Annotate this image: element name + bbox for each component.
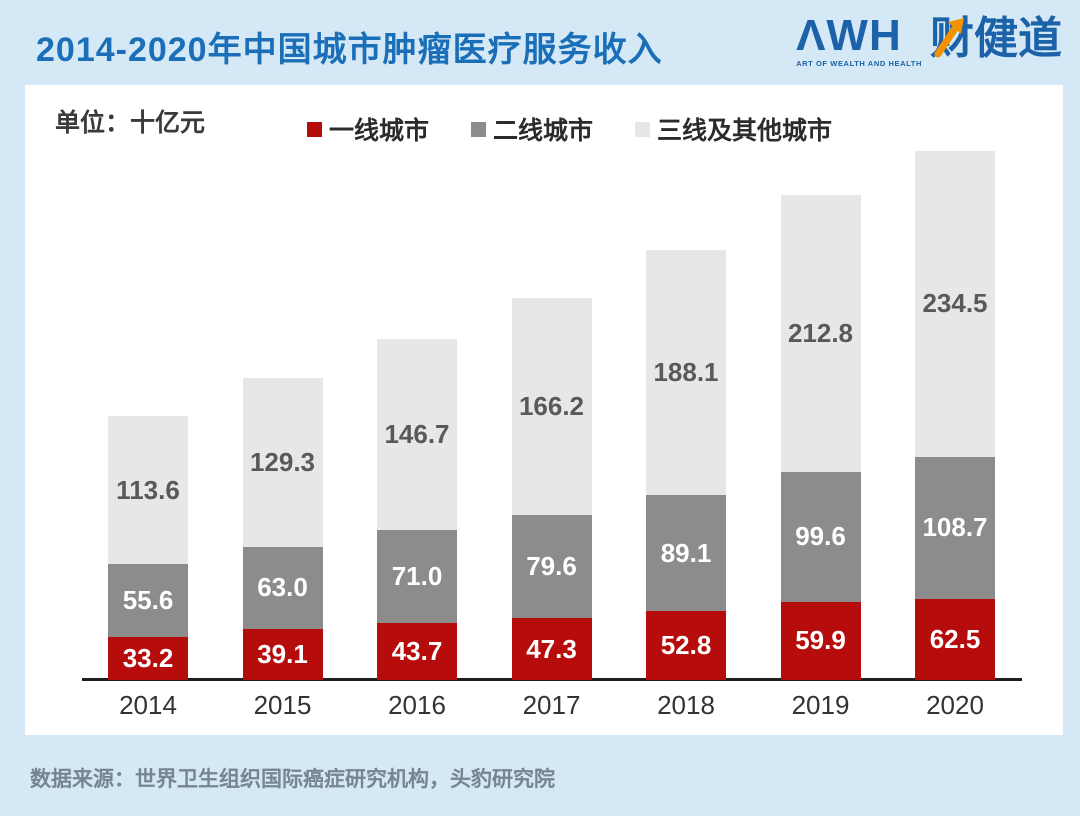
bar-value-label: 52.8	[660, 630, 712, 661]
legend-item: 一线城市	[307, 111, 429, 147]
legend-swatch-icon	[471, 121, 487, 137]
bar-segment: 39.1	[242, 629, 323, 680]
bar-segment: 113.6	[108, 416, 188, 565]
bar-segment: 33.2	[108, 636, 188, 680]
awh-logo: ΛWH ART OF WEALTH AND HEALTH 财健道	[796, 11, 1062, 69]
logo-acronym: ΛWH	[796, 11, 902, 60]
bar-value-label: 43.7	[391, 636, 443, 666]
bar-2019: 59.9 99.6 212.8	[780, 194, 861, 680]
bar-segment: 62.5	[915, 598, 995, 680]
bar-value-label: 234.5	[922, 288, 988, 319]
bar-2018: 52.8 89.1 188.1	[646, 249, 726, 680]
bar-2016: 43.7 71.0 146.7	[377, 339, 457, 680]
x-axis-label: 2019	[791, 690, 850, 720]
x-axis-label: 2015	[253, 690, 312, 720]
bar-value-label: 62.5	[929, 623, 981, 654]
legend-label: 一线城市	[329, 117, 430, 145]
logo-name: 财健道	[930, 14, 1062, 64]
legend-label: 三线及其他城市	[657, 117, 833, 145]
bar-segment: 188.1	[646, 249, 726, 495]
bar-segment: 89.1	[646, 494, 726, 612]
bar-value-label: 39.1	[257, 639, 308, 669]
bar-value-label: 89.1	[660, 537, 712, 568]
legend-swatch-icon	[307, 121, 322, 137]
bar-segment: 55.6	[108, 564, 188, 637]
bar-value-label: 47.3	[526, 633, 577, 664]
bar-value-label: 146.7	[384, 419, 450, 450]
logo-acronym-block: ΛWH ART OF WEALTH AND HEALTH	[796, 11, 922, 69]
bar-value-label: 129.3	[249, 447, 316, 478]
page-title: 2014-2020年中国城市肿瘤医疗服务收入	[36, 31, 663, 69]
bar-2015: 39.1 63.0 129.3	[242, 378, 323, 680]
bar-value-label: 71.0	[391, 561, 443, 592]
bar-value-label: 108.7	[922, 512, 988, 543]
bar-segment: 166.2	[511, 297, 592, 515]
chart-legend: 一线城市 二线城市 三线及其他城市	[307, 111, 832, 147]
legend-swatch-icon	[635, 121, 651, 137]
bar-value-label: 33.2	[122, 642, 174, 673]
bar-value-label: 166.2	[518, 390, 585, 421]
bar-value-label: 79.6	[526, 550, 577, 581]
bar-value-label: 188.1	[653, 356, 719, 387]
bar-segment: 43.7	[377, 623, 457, 680]
data-source-note: 数据来源：世界卫生组织国际癌症研究机构，头豹研究院	[30, 768, 555, 791]
bar-segment: 79.6	[511, 514, 592, 619]
bar-segment: 108.7	[915, 456, 995, 599]
x-axis-label: 2018	[657, 690, 715, 720]
x-axis-label: 2014	[119, 690, 177, 720]
x-axis-label: 2016	[388, 690, 446, 720]
bar-segment: 212.8	[780, 194, 861, 473]
bar-segment: 146.7	[377, 339, 457, 531]
bar-value-label: 55.6	[122, 584, 174, 615]
stacked-bar-chart: 33.2 55.6 113.6 2014 39.1 63.0 129.3 2015 43.7 71…	[25, 85, 1063, 735]
logo-tagline: ART OF WEALTH AND HEALTH	[796, 59, 922, 68]
bar-2017: 47.3 79.6 166.2	[511, 297, 592, 680]
bar-segment: 63.0	[242, 546, 323, 629]
x-axis-label: 2020	[926, 690, 984, 720]
legend-label: 二线城市	[493, 117, 594, 145]
x-axis-label: 2017	[522, 690, 581, 720]
bar-segment: 129.3	[242, 378, 323, 547]
bar-segment: 99.6	[780, 472, 861, 602]
bar-segment: 234.5	[915, 151, 995, 457]
chart-panel: 单位：十亿元 一线城市 二线城市 三线及其他城市 33.2 55.6 113.6 2014…	[25, 85, 1063, 735]
unit-label: 单位：十亿元	[55, 109, 206, 137]
bar-value-label: 99.6	[795, 521, 846, 552]
bar-value-label: 113.6	[116, 474, 180, 505]
bar-segment: 52.8	[646, 611, 726, 680]
bar-2014: 33.2 55.6 113.6	[108, 416, 188, 680]
bar-segment: 59.9	[780, 601, 861, 680]
logo-name-text: 财健道	[930, 14, 1062, 63]
bar-value-label: 212.8	[787, 317, 854, 348]
bar-value-label: 63.0	[257, 572, 308, 603]
bar-2020: 62.5 108.7 234.5	[915, 151, 995, 680]
legend-item: 二线城市	[471, 111, 593, 147]
bar-segment: 71.0	[377, 530, 457, 623]
bar-segment: 47.3	[511, 618, 592, 680]
legend-item: 三线及其他城市	[635, 111, 832, 147]
bar-value-label: 59.9	[795, 625, 846, 656]
